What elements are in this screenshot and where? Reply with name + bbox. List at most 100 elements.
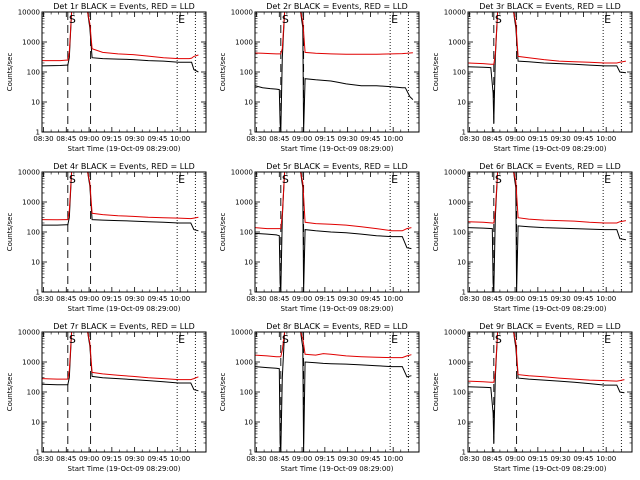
x-tick-label: 10:00 (383, 135, 403, 143)
y-tick-label: 10 (31, 259, 40, 267)
x-tick-label: 09:00 (79, 455, 99, 463)
plot-frame (41, 171, 207, 293)
x-tick-label: 09:30 (338, 295, 358, 303)
y-tick-label: 1 (249, 129, 253, 137)
x-tick-label: 09:00 (79, 135, 99, 143)
x-tick-label: 08:30 (459, 135, 479, 143)
y-tick-label: 1000 (22, 359, 40, 367)
y-tick-label: 1 (36, 449, 40, 457)
x-tick-label: 09:00 (292, 295, 312, 303)
x-tick-label: 09:15 (528, 455, 548, 463)
lld-series-line (468, 332, 625, 383)
x-tick-label: 10:00 (170, 135, 190, 143)
x-tick-label: 09:15 (315, 295, 335, 303)
y-tick-label: 10000 (18, 169, 40, 177)
plot-frame (41, 331, 207, 453)
events-series-line (468, 172, 626, 292)
y-tick-label: 1 (249, 449, 253, 457)
marker-label: S (495, 173, 502, 186)
x-tick-label: 10:00 (170, 455, 190, 463)
y-tick-label: 1000 (235, 199, 253, 207)
y-tick-label: 100 (240, 69, 253, 77)
x-tick-label: 08:30 (459, 295, 479, 303)
plot-frame (467, 331, 633, 453)
x-tick-label: 09:30 (551, 455, 571, 463)
x-tick-label: 09:45 (573, 455, 593, 463)
x-tick-label: 09:15 (528, 135, 548, 143)
y-tick-label: 1 (462, 449, 466, 457)
x-tick-label: 09:15 (102, 295, 122, 303)
x-tick-label: 10:00 (383, 455, 403, 463)
x-tick-label: 08:30 (246, 295, 266, 303)
marker-label: S (495, 13, 502, 26)
y-tick-label: 10000 (444, 9, 466, 17)
y-tick-label: 10 (457, 99, 466, 107)
x-tick-label: 09:00 (292, 455, 312, 463)
lld-series-line (255, 12, 413, 55)
x-tick-label: 09:30 (125, 295, 145, 303)
y-tick-label: 10 (244, 419, 253, 427)
y-tick-label: 1 (36, 289, 40, 297)
x-tick-label: 10:00 (596, 295, 616, 303)
events-series-line (255, 12, 414, 132)
marker-label: S (69, 173, 76, 186)
x-tick-label: 08:30 (246, 135, 266, 143)
x-tick-label: 09:30 (338, 455, 358, 463)
y-tick-label: 1000 (235, 359, 253, 367)
events-series-line (468, 12, 626, 124)
y-axis-label: Counts/sec (6, 373, 14, 412)
x-tick-label: 09:30 (125, 455, 145, 463)
x-tick-label: 09:45 (147, 295, 167, 303)
detector-panel: Det 8r BLACK = Events, RED = LLD Counts/s… (219, 322, 420, 473)
panel-title: Det 5r BLACK = Events, RED = LLD (266, 162, 408, 171)
x-tick-label: 09:45 (573, 135, 593, 143)
x-tick-label: 09:45 (147, 135, 167, 143)
x-tick-label: 08:30 (459, 455, 479, 463)
marker-label: E (391, 333, 398, 346)
y-axis-label: Counts/sec (432, 373, 440, 412)
marker-label: E (604, 13, 611, 26)
lld-series-line (42, 12, 199, 62)
plot-frame (41, 11, 207, 133)
x-tick-label: 08:45 (56, 135, 76, 143)
detector-panel: Det 5r BLACK = Events, RED = LLD Counts/s… (219, 162, 420, 313)
detector-panel: Det 2r BLACK = Events, RED = LLD Counts/s… (219, 2, 420, 153)
detector-panel: Det 4r BLACK = Events, RED = LLD Counts/s… (6, 162, 207, 313)
x-tick-label: 08:45 (482, 135, 502, 143)
x-tick-label: 09:00 (505, 455, 525, 463)
marker-label: E (178, 333, 185, 346)
y-tick-label: 1000 (22, 39, 40, 47)
panel-title: Det 1r BLACK = Events, RED = LLD (53, 2, 195, 11)
y-tick-label: 10000 (231, 9, 253, 17)
events-series-line (42, 172, 199, 232)
x-axis-label: Start Time (19-Oct-09 08:29:00) (494, 305, 607, 313)
detector-panel: Det 9r BLACK = Events, RED = LLD Counts/s… (432, 322, 633, 473)
y-tick-label: 100 (453, 69, 466, 77)
plot-frame (467, 171, 633, 293)
y-tick-label: 1000 (22, 199, 40, 207)
detector-panel: Det 6r BLACK = Events, RED = LLD Counts/s… (432, 162, 633, 313)
x-tick-label: 10:00 (596, 455, 616, 463)
y-tick-label: 100 (27, 389, 40, 397)
panel-title: Det 9r BLACK = Events, RED = LLD (479, 322, 621, 331)
x-tick-label: 09:15 (315, 135, 335, 143)
x-tick-label: 08:45 (56, 295, 76, 303)
plot-frame (467, 11, 633, 133)
x-axis-label: Start Time (19-Oct-09 08:29:00) (494, 145, 607, 153)
marker-label: E (604, 333, 611, 346)
x-tick-label: 08:45 (482, 455, 502, 463)
x-tick-label: 10:00 (596, 135, 616, 143)
lld-series-line (255, 172, 412, 232)
marker-label: S (69, 13, 76, 26)
x-tick-label: 08:30 (33, 455, 53, 463)
y-tick-label: 10000 (18, 329, 40, 337)
x-tick-label: 09:15 (102, 135, 122, 143)
x-tick-label: 09:45 (360, 455, 380, 463)
y-tick-label: 1000 (448, 359, 466, 367)
y-tick-label: 10 (244, 99, 253, 107)
panel-title: Det 2r BLACK = Events, RED = LLD (266, 2, 408, 11)
y-axis-label: Counts/sec (6, 53, 14, 92)
x-tick-label: 08:45 (269, 455, 289, 463)
panel-title: Det 8r BLACK = Events, RED = LLD (266, 322, 408, 331)
